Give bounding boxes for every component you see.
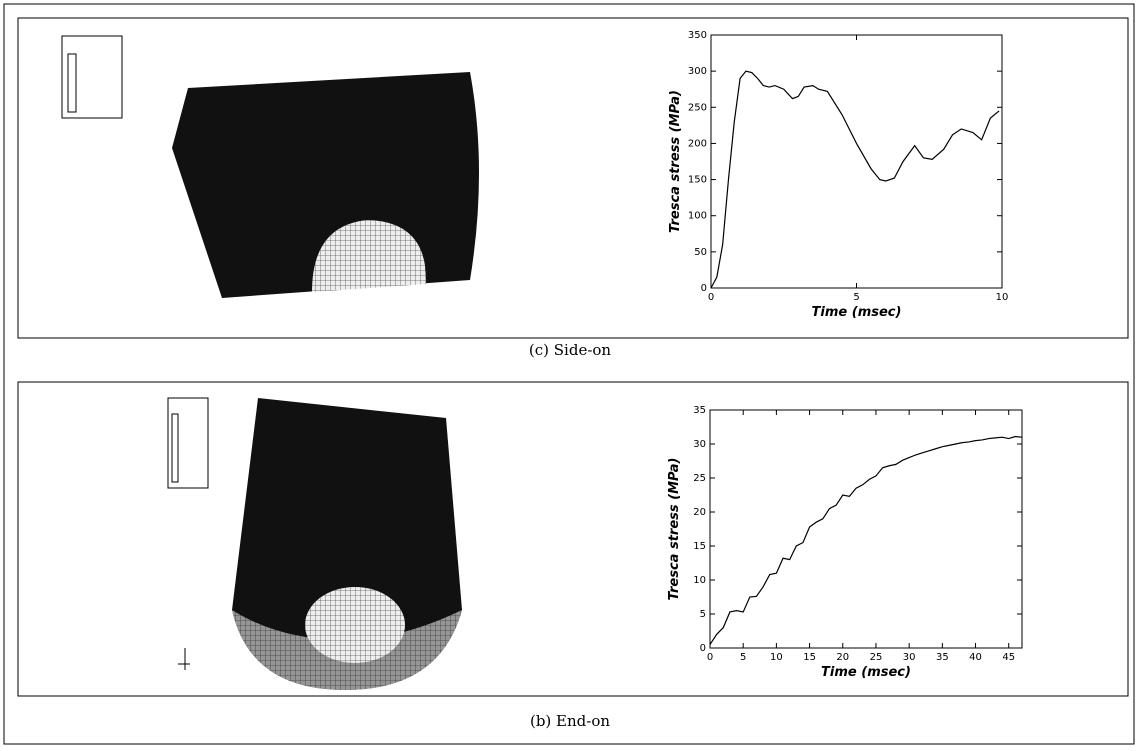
x-tick-label: 5 xyxy=(853,292,859,303)
data-line xyxy=(711,71,999,288)
x-tick-label: 45 xyxy=(1002,652,1015,663)
y-tick-label: 15 xyxy=(693,541,706,552)
y-tick-label: 0 xyxy=(700,643,706,654)
outer-frame xyxy=(4,4,1134,744)
x-tick-label: 10 xyxy=(770,652,783,663)
legend-scale xyxy=(68,54,76,112)
caption: (b) End-on xyxy=(530,712,610,730)
mesh-patch xyxy=(305,587,405,663)
y-tick-label: 350 xyxy=(688,30,707,41)
axis-triad xyxy=(178,648,190,670)
legend-scale xyxy=(172,414,178,482)
y-tick-label: 300 xyxy=(688,66,707,77)
caption: (c) Side-on xyxy=(529,341,612,359)
render-side xyxy=(62,36,479,298)
x-axis-title: Time (msec) xyxy=(821,665,911,680)
y-axis-title: Tresca stress (MPa) xyxy=(667,458,682,601)
x-tick-label: 0 xyxy=(708,292,714,303)
y-axis-title: Tresca stress (MPa) xyxy=(668,90,683,233)
figure: 0501001502002503003500510Time (msec)Tres… xyxy=(0,0,1140,747)
y-tick-label: 150 xyxy=(688,175,707,186)
x-tick-label: 20 xyxy=(836,652,849,663)
x-tick-label: 35 xyxy=(936,652,949,663)
y-tick-label: 250 xyxy=(688,102,707,113)
y-tick-label: 0 xyxy=(701,283,707,294)
x-axis-title: Time (msec) xyxy=(812,305,902,320)
x-tick-label: 40 xyxy=(969,652,982,663)
x-tick-label: 5 xyxy=(740,652,746,663)
x-tick-label: 25 xyxy=(870,652,883,663)
data-line xyxy=(710,437,1022,645)
y-tick-label: 20 xyxy=(693,507,706,518)
y-tick-label: 30 xyxy=(693,439,706,450)
x-tick-label: 15 xyxy=(803,652,816,663)
y-tick-label: 25 xyxy=(693,473,706,484)
y-tick-label: 5 xyxy=(700,609,706,620)
x-tick-label: 30 xyxy=(903,652,916,663)
plot-frame xyxy=(710,410,1022,648)
y-tick-label: 200 xyxy=(688,138,707,149)
x-tick-label: 0 xyxy=(707,652,713,663)
y-tick-label: 10 xyxy=(693,575,706,586)
y-tick-label: 50 xyxy=(694,247,707,258)
y-tick-label: 100 xyxy=(688,211,707,222)
y-tick-label: 35 xyxy=(693,405,706,416)
plot-frame xyxy=(711,35,1002,288)
render-end xyxy=(168,398,462,690)
x-tick-label: 10 xyxy=(996,292,1009,303)
